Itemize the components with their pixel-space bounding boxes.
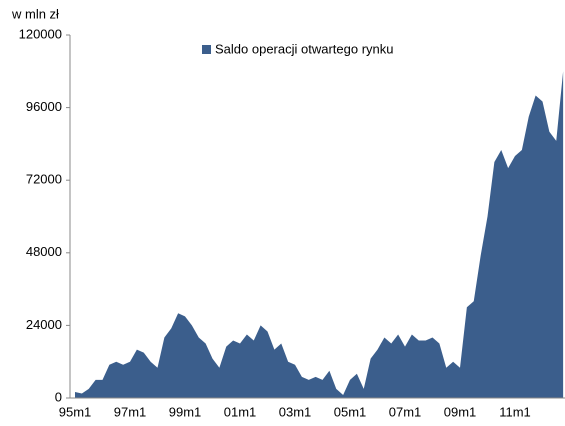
y-tick-label: 120000 (19, 26, 62, 41)
legend-swatch (202, 45, 211, 54)
x-tick-label: 95m1 (59, 404, 92, 419)
y-tick-label: 96000 (26, 99, 62, 114)
y-tick-label: 24000 (26, 317, 62, 332)
legend-label: Saldo operacji otwartego rynku (215, 41, 394, 56)
x-tick-label: 01m1 (224, 404, 257, 419)
y-unit-label: w mln zł (11, 6, 59, 21)
x-tick-label: 09m1 (444, 404, 477, 419)
x-tick-label: 11m1 (499, 404, 531, 419)
y-tick-label: 48000 (26, 244, 62, 259)
y-tick-label: 0 (55, 389, 62, 404)
x-tick-label: 99m1 (169, 404, 202, 419)
x-tick-label: 97m1 (114, 404, 147, 419)
area (75, 71, 564, 399)
x-tick-label: 07m1 (389, 404, 422, 419)
x-tick-label: 05m1 (334, 404, 367, 419)
x-tick-label: 03m1 (279, 404, 312, 419)
y-tick-label: 72000 (26, 172, 62, 187)
